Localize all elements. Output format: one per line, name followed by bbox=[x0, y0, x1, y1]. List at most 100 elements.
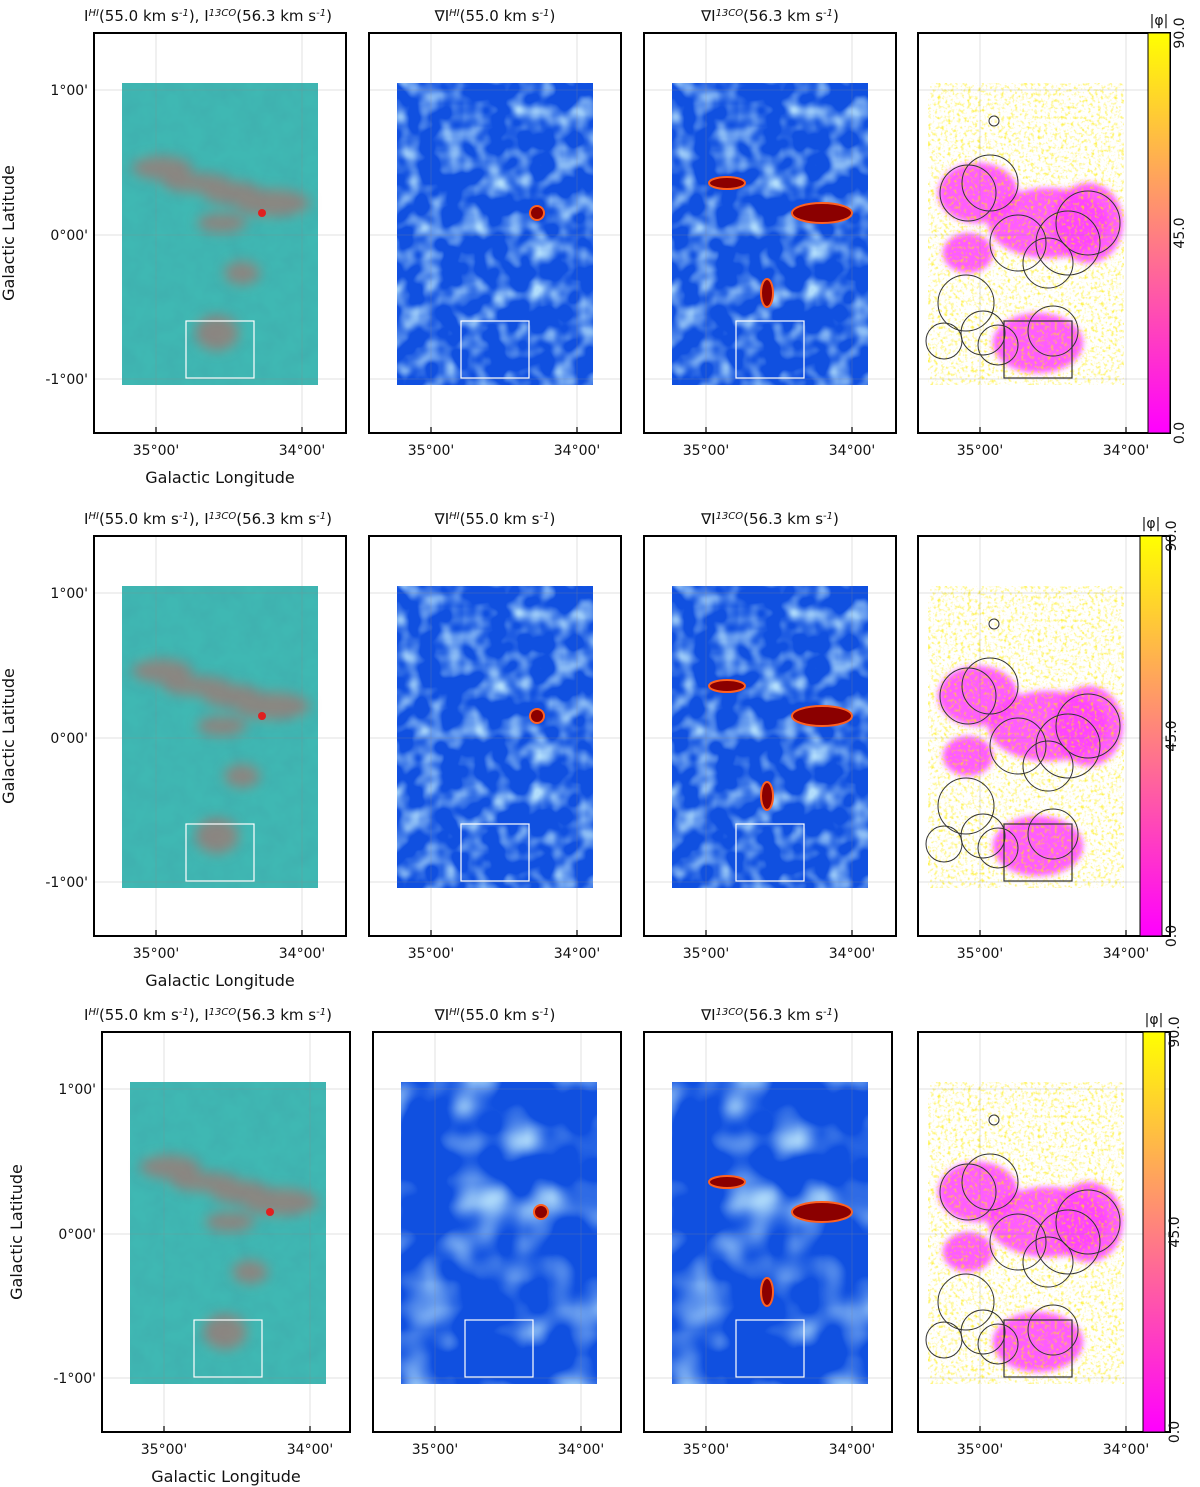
co-overlay bbox=[132, 659, 310, 854]
panel-title: ∇I13CO(56.3 km s-1) bbox=[700, 1006, 839, 1024]
x-tick-label: 34°00' bbox=[554, 946, 600, 962]
co-emission bbox=[140, 1155, 200, 1179]
figure-row-3: IHI(55.0 km s-1), I13CO(56.3 km s-1) ∇IHI… bbox=[7, 1006, 1183, 1486]
region-box bbox=[735, 823, 805, 882]
beam-circle bbox=[1027, 1304, 1079, 1356]
co-emission bbox=[232, 1260, 268, 1284]
beam-circle bbox=[925, 825, 963, 863]
colorbar-tick-label: 45.0 bbox=[1172, 217, 1188, 248]
gradient-peak bbox=[791, 202, 853, 224]
y-tick-label: 1°00' bbox=[58, 1082, 96, 1098]
co-emission bbox=[132, 659, 192, 683]
x-tick-label: 35°00' bbox=[957, 1442, 1003, 1458]
beam-circle bbox=[989, 214, 1047, 272]
map-image bbox=[122, 83, 318, 385]
x-tick-label: 34°00' bbox=[279, 443, 325, 459]
x-tick-label: 34°00' bbox=[287, 1442, 333, 1458]
co-overlay bbox=[132, 156, 310, 351]
colorbar-gradient bbox=[1139, 535, 1163, 937]
beam-circle bbox=[961, 154, 1019, 212]
region-box bbox=[1003, 320, 1073, 379]
beam-circle bbox=[989, 1213, 1047, 1271]
beam-circle bbox=[1055, 693, 1121, 759]
map-panel: 35°00' 34°00' bbox=[643, 32, 897, 459]
x-tick-label: 35°00' bbox=[683, 946, 729, 962]
y-tick-label: 1°00' bbox=[50, 83, 88, 99]
figure-row-2: IHI(55.0 km s-1), I13CO(56.3 km s-1) ∇IHI… bbox=[0, 510, 1180, 990]
co-peak bbox=[258, 712, 266, 720]
map-image bbox=[401, 1082, 597, 1384]
colorbar: |φ| 90.0 45.0 0.0 bbox=[1142, 1012, 1183, 1443]
y-tick-label: -1°00' bbox=[45, 372, 88, 388]
map-panel: 35°00' 34°00' bbox=[917, 1031, 1171, 1458]
panel-frame bbox=[643, 32, 897, 434]
gradient-peak bbox=[529, 708, 545, 724]
gradient-peak bbox=[760, 781, 774, 811]
map-panel: 35°00' 34°00' bbox=[643, 535, 897, 962]
x-tick-label: 35°00' bbox=[141, 1442, 187, 1458]
colorbar-label: |φ| bbox=[1142, 516, 1161, 532]
co-emission bbox=[224, 261, 260, 285]
beam-circle bbox=[988, 115, 1000, 127]
map-panel: 35°00' 34°00' 1°00' 0°00' -1°00' Galactic Lon… bbox=[7, 1031, 351, 1486]
y-tick-label: 0°00' bbox=[58, 1227, 96, 1243]
y-tick-label: 1°00' bbox=[50, 586, 88, 602]
y-tick-label: 0°00' bbox=[50, 228, 88, 244]
beam-circle bbox=[1022, 237, 1074, 289]
gradient-peak bbox=[708, 176, 746, 190]
map-image bbox=[925, 586, 1124, 888]
beam-circle bbox=[937, 1273, 995, 1331]
region-box bbox=[464, 1319, 534, 1378]
map-image bbox=[925, 83, 1124, 385]
x-tick-label: 34°00' bbox=[1103, 946, 1149, 962]
beam-circle bbox=[960, 1309, 1006, 1355]
beam-circle bbox=[1035, 1209, 1101, 1275]
beam-circle bbox=[1022, 1236, 1074, 1288]
x-tick-label: 35°00' bbox=[683, 1442, 729, 1458]
region-box bbox=[735, 320, 805, 379]
region-box bbox=[1003, 823, 1073, 882]
panel-title: ∇IHI(55.0 km s-1) bbox=[434, 510, 556, 528]
panel-title: ∇IHI(55.0 km s-1) bbox=[434, 7, 556, 25]
y-axis-label: Galactic Latitude bbox=[0, 165, 18, 301]
map-panel: 35°00' 34°00' bbox=[372, 1031, 622, 1458]
gradient-texture bbox=[672, 1082, 868, 1384]
x-tick-label: 35°00' bbox=[957, 946, 1003, 962]
gradient-peak bbox=[708, 679, 746, 693]
co-peak bbox=[266, 1208, 274, 1216]
region-box bbox=[460, 320, 530, 379]
colorbar: |φ| 90.0 45.0 0.0 bbox=[1139, 516, 1180, 947]
panel-frame bbox=[101, 1031, 351, 1433]
panel-frame bbox=[372, 1031, 622, 1433]
beam-circle bbox=[961, 657, 1019, 715]
co-emission bbox=[224, 764, 260, 788]
region-box bbox=[193, 1319, 263, 1378]
colorbar-gradient bbox=[1142, 1031, 1166, 1433]
map-panel: 35°00' 34°00' bbox=[917, 32, 1171, 459]
y-tick-label: -1°00' bbox=[45, 875, 88, 891]
beam-circle bbox=[1055, 1189, 1121, 1255]
map-panel: 35°00' 34°00' 1°00' 0°00' -1°00' Galactic Lon… bbox=[0, 32, 347, 487]
x-tick-label: 35°00' bbox=[133, 946, 179, 962]
panel-frame bbox=[643, 535, 897, 937]
x-tick-label: 35°00' bbox=[133, 443, 179, 459]
beam-circle bbox=[1027, 808, 1079, 860]
y-tick-label: 0°00' bbox=[50, 731, 88, 747]
y-axis-label: Galactic Latitude bbox=[0, 668, 18, 804]
figure-row-1: IHI(55.0 km s-1), I13CO(56.3 km s-1) ∇IHI… bbox=[0, 7, 1188, 487]
phi-speckle bbox=[928, 586, 1124, 888]
gradient-peak bbox=[529, 205, 545, 221]
beam-circle bbox=[988, 1114, 1000, 1126]
map-image bbox=[672, 586, 868, 888]
co-emission bbox=[234, 189, 310, 217]
beam-circle bbox=[961, 1153, 1019, 1211]
y-axis-label: Galactic Latitude bbox=[7, 1164, 26, 1300]
gradient-peak bbox=[760, 1277, 774, 1307]
beam-circle bbox=[1035, 210, 1101, 276]
panel-frame bbox=[368, 535, 622, 937]
panel-frame bbox=[93, 535, 347, 937]
beam-circle bbox=[977, 827, 1019, 869]
gradient-texture bbox=[397, 83, 593, 385]
co-peak bbox=[258, 209, 266, 217]
